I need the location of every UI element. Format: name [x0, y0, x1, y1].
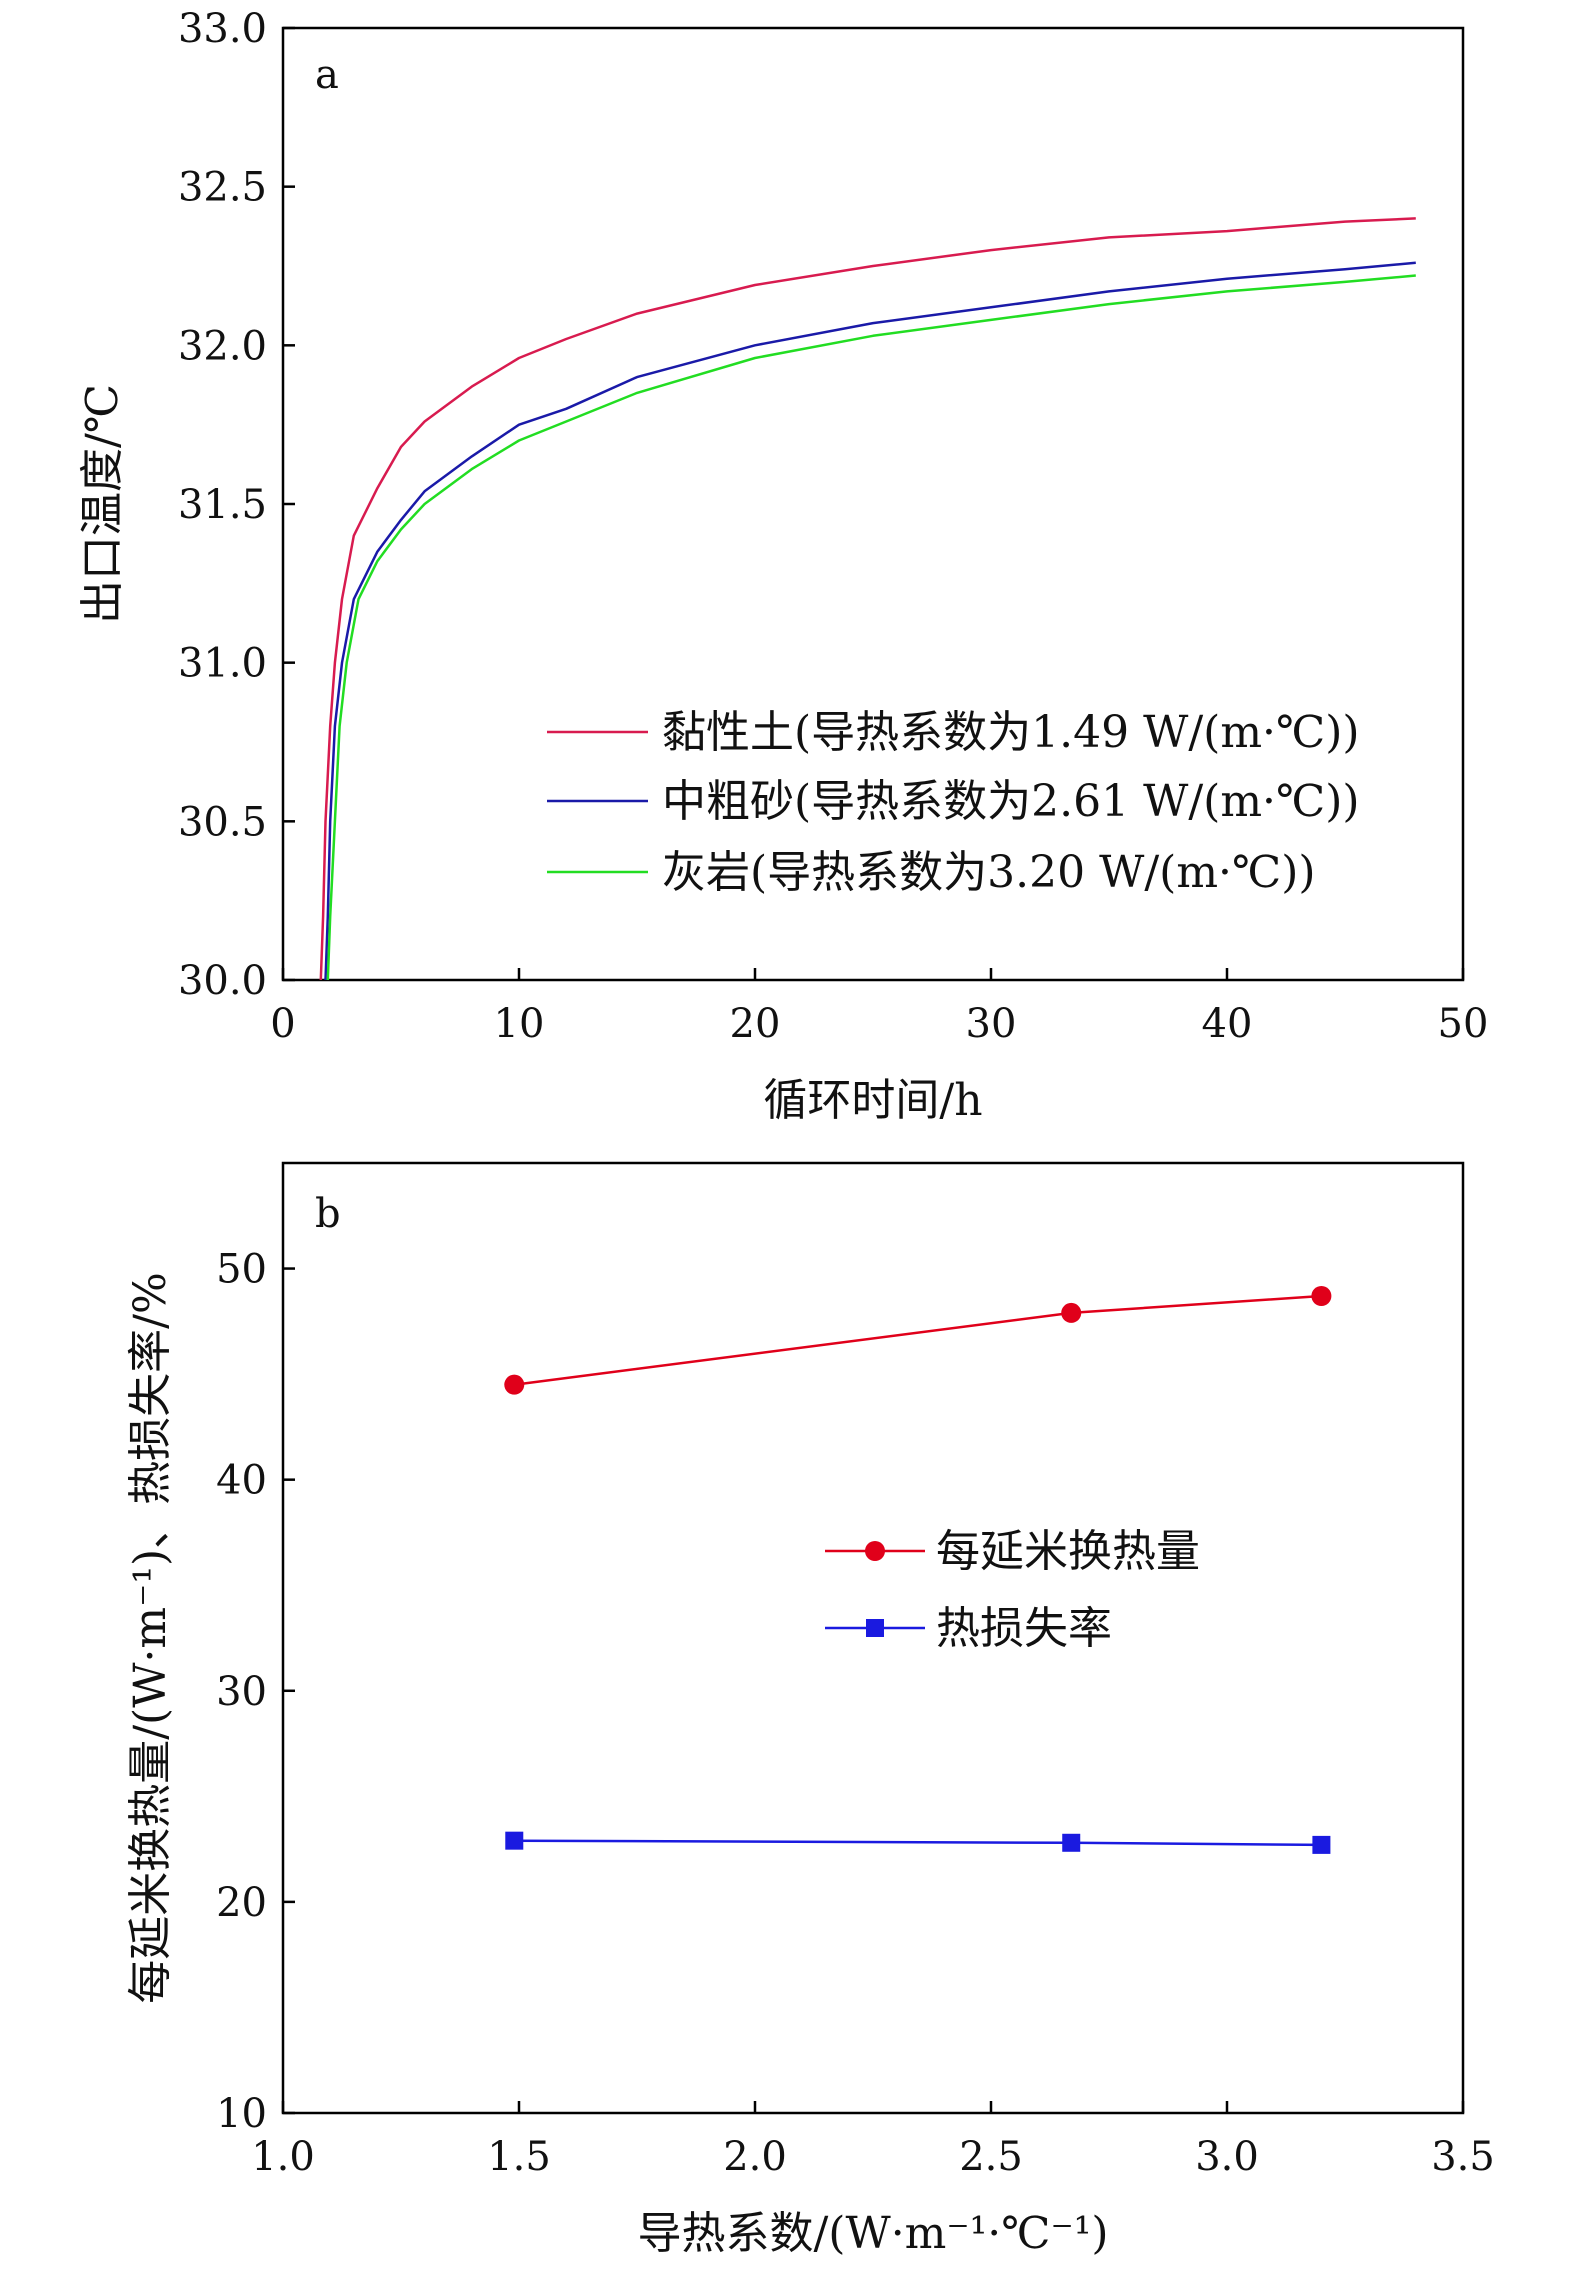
panel-a-series-group	[319, 217, 1416, 981]
legend-marker-heat-loss-rate	[866, 1619, 884, 1637]
panel-b-y-tick-label: 30	[216, 1669, 267, 1715]
panel-b-series-group	[504, 1286, 1332, 1854]
legend-label-heat-loss-rate: 热损失率	[936, 1603, 1112, 1654]
panel-a-x-tick-label: 30	[966, 1001, 1017, 1047]
panel-a-y-axis-title: 出口温度/℃	[77, 384, 128, 624]
panel-b-y-axis: 10 20 30 40 50	[216, 1247, 295, 2137]
panel-a-label: a	[315, 52, 339, 98]
panel-b-x-axis-title: 导热系数/(W·m⁻¹·℃⁻¹)	[637, 2208, 1108, 2259]
legend-marker-heat-per-meter	[865, 1541, 885, 1561]
panel-b-x-tick-label: 3.0	[1195, 2134, 1259, 2180]
panel-b-legend: 每延米换热量 热损失率	[825, 1526, 1200, 1654]
panel-b-point-circle	[1061, 1302, 1082, 1323]
panel-a-x-tick-label: 20	[730, 1001, 781, 1047]
panel-b-x-axis: 1.0 1.5 2.0 2.5 3.0 3.5	[251, 2101, 1495, 2180]
legend-label-clay: 黏性土(导热系数为1.49 W/(m·℃))	[662, 707, 1360, 758]
panel-a-x-tick-label: 0	[270, 1001, 295, 1047]
panel-b-x-tick-label: 1.0	[251, 2134, 315, 2180]
panel-b-point-square	[1062, 1833, 1081, 1852]
panel-b-x-tick-label: 2.5	[959, 2134, 1023, 2180]
panel-a-y-tick-label: 30.5	[178, 799, 267, 845]
panel-a-y-tick-label: 32.0	[178, 323, 267, 369]
panel-b-y-tick-label: 10	[216, 2091, 267, 2137]
panel-a-x-axis: 0 10 20 30 40 50	[270, 968, 1488, 1047]
panel-b-x-tick-label: 2.0	[723, 2134, 787, 2180]
panel-a-y-tick-label: 31.0	[178, 641, 267, 687]
legend-label-sand: 中粗砂(导热系数为2.61 W/(m·℃))	[662, 776, 1360, 827]
panel-b-y-axis-title: 每延米换热量/(W·m⁻¹)、热损失率/%	[125, 1272, 176, 2004]
panel-a-chart: 0 10 20 30 40 50 30.0 30.5 31.0 31.5 32.0 32.5 33.0…	[77, 6, 1488, 1126]
panel-b-point-square	[1312, 1835, 1331, 1854]
panel-a-y-tick-label: 30.0	[178, 958, 267, 1004]
panel-a-y-axis: 30.0 30.5 31.0 31.5 32.0 32.5 33.0	[178, 6, 295, 1004]
panel-a-legend: 黏性土(导热系数为1.49 W/(m·℃)) 中粗砂(导热系数为2.61 W/(…	[547, 707, 1360, 898]
panel-a-y-tick-label: 31.5	[178, 482, 267, 528]
panel-a-plot-frame	[281, 26, 1465, 982]
panel-a-x-tick-label: 40	[1202, 1001, 1253, 1047]
panel-b-x-tick-label: 3.5	[1431, 2134, 1495, 2180]
panel-a-y-tick-label: 33.0	[178, 6, 267, 52]
panel-a-x-tick-label: 10	[494, 1001, 545, 1047]
panel-a-series-line-0	[319, 217, 1416, 981]
panel-b-x-tick-label: 1.5	[487, 2134, 551, 2180]
panel-a-x-tick-label: 50	[1438, 1001, 1489, 1047]
panel-b-point-circle	[1311, 1286, 1332, 1306]
panel-a-x-axis-title: 循环时间/h	[763, 1075, 982, 1126]
panel-a-y-tick-label: 32.5	[178, 165, 267, 211]
legend-label-limestone: 灰岩(导热系数为3.20 W/(m·℃))	[662, 847, 1316, 898]
panel-b-chart: 1.0 1.5 2.0 2.5 3.0 3.5 10 20 30 40 50 b 导热系数/(W·…	[125, 1161, 1495, 2259]
panel-b-y-tick-label: 40	[216, 1458, 267, 1504]
panel-b-series-line-0	[514, 1294, 1322, 1386]
legend-label-heat-per-meter: 每延米换热量	[936, 1526, 1200, 1577]
panel-b-series-line-1	[514, 1839, 1322, 1847]
panel-b-y-tick-label: 50	[216, 1247, 267, 1293]
panel-b-point-circle	[504, 1374, 525, 1395]
panel-b-point-square	[505, 1831, 524, 1850]
panel-a-series-line-2	[326, 274, 1416, 981]
panel-b-y-tick-label: 20	[216, 1880, 267, 1926]
panel-b-label: b	[315, 1191, 341, 1237]
panel-b-plot-frame	[281, 1161, 1465, 2115]
panel-a-series-line-1	[324, 261, 1416, 981]
